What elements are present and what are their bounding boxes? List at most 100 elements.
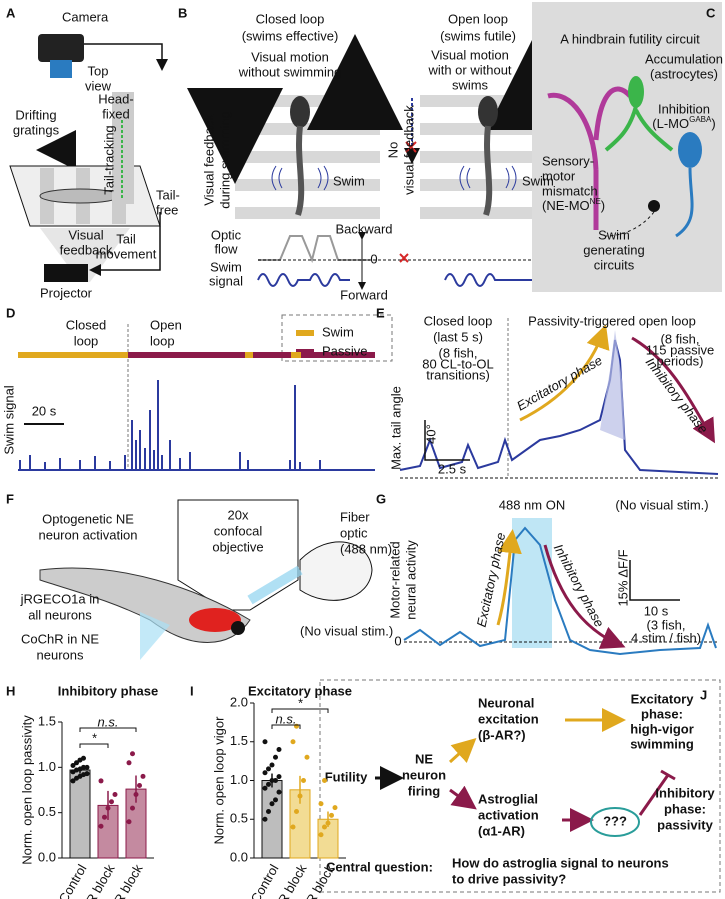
data-point	[325, 820, 331, 826]
f-fiber-text: (488 nm)	[340, 541, 392, 556]
e-open-note-text: (8 fish,	[660, 331, 699, 346]
yticks-label-text: 0.5	[38, 804, 56, 819]
superscript: NE	[590, 197, 601, 206]
open-motion-text: Visual motion	[431, 47, 509, 62]
inhibition-lines-text: Inhibition	[658, 101, 710, 116]
yticks-label-text: 1.5	[230, 733, 248, 748]
a-head-fixed-text: fixed	[102, 106, 129, 121]
a-top-view-text: Top	[88, 63, 109, 78]
e-yscale-text: 40°	[423, 424, 438, 444]
e-closed-text: Closed loop	[424, 313, 493, 328]
j-question-text: to drive passivity?	[452, 871, 566, 886]
a-tail-free-text: Tail-	[156, 187, 180, 202]
j-ne-text: firing	[408, 783, 441, 798]
a-head-fixed-text: Head-	[98, 91, 133, 106]
a-label-text: A	[6, 5, 16, 20]
data-point	[329, 812, 334, 818]
closed-feedback-text: Visual feedback	[201, 114, 216, 206]
e-open-note-text: periods)	[657, 353, 704, 368]
d-legend-text: Swim	[322, 324, 354, 339]
c-swim-circuits-text: generating	[583, 242, 644, 257]
data-point	[266, 766, 271, 772]
data-point	[273, 778, 278, 783]
mismatch-lines-text: mismatch	[542, 183, 598, 198]
yticks-label-text: 1.0	[230, 772, 248, 787]
data-point	[105, 805, 111, 811]
b-optic-flow-text: Optic	[211, 227, 242, 242]
data-point	[262, 770, 268, 776]
data-point	[70, 778, 76, 784]
f-jrgeco-text: all neurons	[28, 607, 92, 622]
e-ylabel-text: Max. tail angle	[388, 386, 403, 470]
e-open-text: Passivity-triggered open loop	[528, 313, 696, 328]
d-open-text: loop	[150, 333, 175, 348]
j-ne-text: neuron	[402, 767, 446, 782]
data-point	[98, 823, 104, 829]
a-visual-feedback-text: feedback	[60, 242, 113, 257]
a-tail-movement-text: movement	[96, 246, 157, 261]
b-optic-flow-text: flow	[214, 241, 238, 256]
panel-j-art	[319, 679, 721, 893]
panel-a-art	[9, 34, 168, 282]
data-point	[262, 785, 268, 791]
d-closed-text: Closed	[66, 317, 106, 332]
f-label-text: F	[6, 491, 14, 506]
a-tail-free-text: free	[156, 202, 178, 217]
j-label-text: J	[700, 687, 707, 702]
closed-motion-text: Visual motion	[251, 49, 329, 64]
data-point	[266, 809, 271, 814]
data-point	[102, 814, 107, 820]
data-point	[266, 781, 271, 787]
panel-f-art	[39, 499, 373, 660]
g-stim-text: 488 nm ON	[499, 497, 565, 512]
data-point	[109, 799, 114, 805]
c-label-text: C	[706, 5, 716, 20]
open-title-text: Open loop	[448, 11, 508, 26]
f-objective-text: objective	[212, 539, 263, 554]
open-feedback-text: No	[385, 142, 400, 159]
data-point	[276, 774, 282, 780]
data-point	[322, 778, 327, 783]
j-question-text: How do astroglia signal to neurons	[452, 855, 669, 870]
f-no-stim-text: (No visual stim.)	[300, 623, 393, 638]
g-note-text: (3 fish,	[646, 617, 685, 632]
j-ne-text: NE	[415, 751, 433, 766]
c-accumulation-text: Accumulation	[645, 51, 723, 66]
g-zero-text: 0	[394, 633, 401, 648]
a-camera-text: Camera	[62, 9, 109, 24]
e-open-note-text: 115 passive	[646, 342, 714, 357]
f-cochr-text: neurons	[37, 647, 84, 662]
b-zero-text: 0	[370, 251, 377, 266]
data-point	[332, 805, 338, 811]
f-cochr-text: CoChR in NE	[21, 631, 99, 646]
open-motion-text: with or without	[427, 62, 511, 77]
j-inh-phase-text: phase:	[664, 801, 706, 816]
g-note-text: 4 stim / fish)	[631, 630, 701, 645]
c-accumulation-text: (astrocytes)	[650, 66, 718, 81]
sup-line: (L-MO	[652, 116, 689, 131]
c-title-text: A hindbrain futility circuit	[560, 31, 700, 46]
j-inh-phase-text: passivity	[657, 817, 713, 832]
significance-bracket	[79, 743, 109, 748]
significance-label-text: n.s.	[98, 714, 119, 729]
data-point	[322, 824, 327, 830]
chart-data-panel-text: I	[190, 683, 194, 698]
data-point	[84, 764, 90, 770]
chart-data-title-text: Inhibitory phase	[58, 683, 158, 698]
f-objective-text: 20x	[228, 507, 249, 522]
yticks-label-text: 1.5	[38, 713, 56, 728]
panel-e-art	[399, 318, 719, 479]
data-point	[84, 771, 90, 777]
panel-d-art	[18, 314, 393, 471]
a-projector-text: Projector	[40, 285, 93, 300]
j-astro-text: Astroglial	[478, 791, 538, 806]
e-label-text: E	[376, 305, 385, 320]
panel-b-art	[187, 34, 583, 290]
b-backward-text: Backward	[335, 221, 392, 236]
f-title-text: neuron activation	[38, 527, 137, 542]
data-point	[294, 809, 299, 814]
a-top-view-text: view	[85, 78, 112, 93]
panel-g-art	[403, 518, 718, 656]
d-label-text: D	[6, 305, 15, 320]
